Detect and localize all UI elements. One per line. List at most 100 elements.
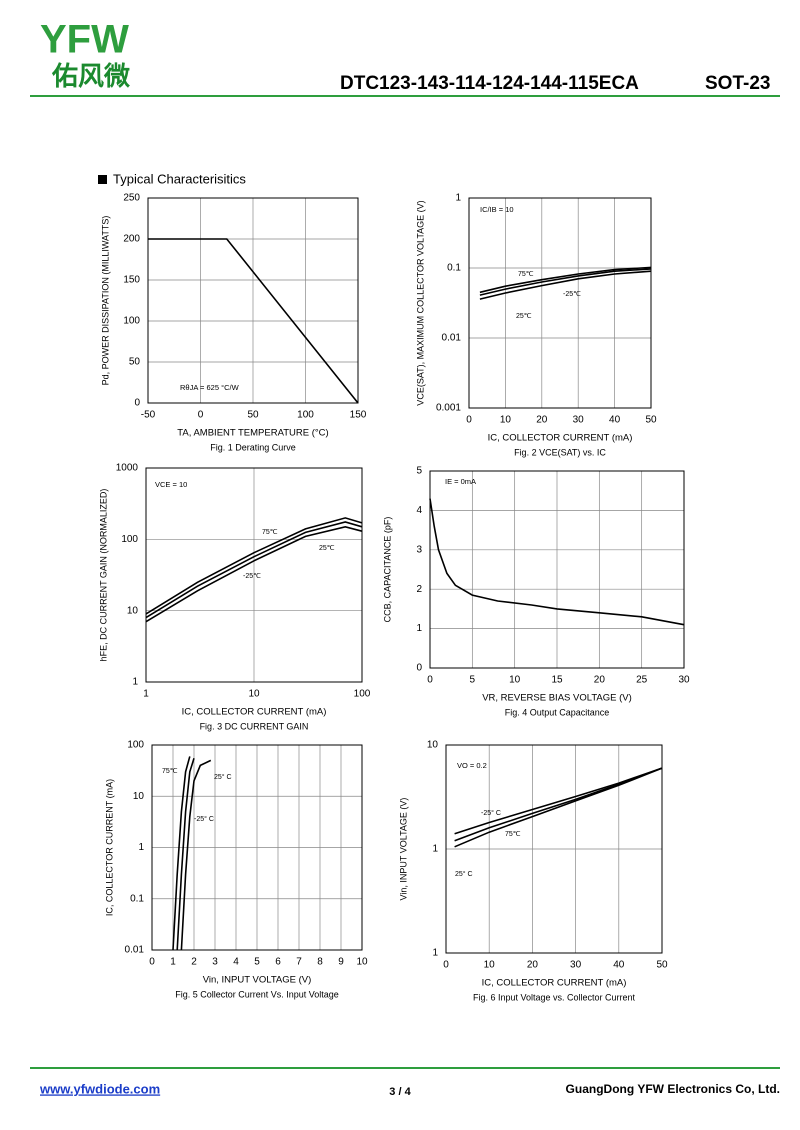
curve-label: 25℃ (516, 313, 532, 320)
curve-label: 25℃ (319, 545, 335, 552)
y-tick-label: 0 (134, 398, 140, 409)
curve (454, 767, 663, 848)
x-tick-label: 10 (248, 689, 260, 700)
y-tick-label: 250 (123, 193, 140, 204)
y-axis-label: CCB, CAPACITANCE (pF) (382, 517, 392, 623)
x-tick-label: 10 (484, 960, 496, 971)
x-tick-label: 0 (149, 957, 155, 968)
x-tick-label: 50 (645, 415, 657, 426)
y-tick-label: 100 (121, 534, 138, 545)
y-axis-label: Vin, INPUT VOLTAGE (V) (398, 798, 408, 901)
curve-label: 75℃ (505, 831, 521, 838)
x-tick-label: 40 (609, 415, 621, 426)
x-tick-label: 5 (254, 957, 260, 968)
x-tick-label: 25 (636, 675, 648, 686)
y-tick-label: 100 (127, 740, 144, 751)
y-axis-label: VCE(SAT), MAXIMUM COLLECTOR VOLTAGE (V) (415, 200, 425, 405)
x-tick-label: 10 (500, 415, 512, 426)
y-tick-label: 2 (416, 584, 422, 595)
x-tick-label: 100 (354, 689, 371, 700)
x-tick-label: 10 (356, 957, 368, 968)
annotation: VO = 0.2 (457, 761, 487, 770)
y-tick-label: 150 (123, 275, 140, 286)
x-tick-label: 2 (191, 957, 197, 968)
x-tick-label: 7 (296, 957, 302, 968)
y-tick-label: 10 (427, 740, 439, 751)
bullet (98, 175, 107, 184)
logo: YFW (40, 18, 129, 62)
curve-label: -25℃ (563, 291, 581, 298)
y-tick-label: 5 (416, 466, 422, 477)
y-tick-label: 10 (127, 605, 139, 616)
figure-caption: Fig. 5 Collector Current Vs. Input Volta… (175, 989, 339, 999)
curve-label: 75℃ (262, 529, 278, 536)
figure-caption: Fig. 6 Input Voltage vs. Collector Curre… (473, 992, 636, 1002)
annotation: VCE = 10 (155, 480, 187, 489)
y-tick-label: 1 (432, 844, 438, 855)
plot-frame (145, 467, 363, 683)
curve (176, 758, 195, 951)
curve (145, 521, 363, 619)
figure-caption: Fig. 4 Output Capacitance (505, 707, 610, 717)
curve (148, 238, 359, 404)
y-tick-label: 1000 (116, 463, 139, 474)
curve-label: 25° C (214, 773, 232, 781)
x-axis-label: TA, AMBIENT TEMPERATURE (°C) (177, 428, 328, 439)
y-tick-label: 1 (432, 948, 438, 959)
x-tick-label: 20 (594, 675, 606, 686)
x-tick-label: 50 (656, 960, 668, 971)
y-tick-label: 10 (133, 791, 145, 802)
curve-label: 75℃ (518, 271, 534, 278)
y-tick-label: 200 (123, 234, 140, 245)
plot-frame (147, 197, 359, 404)
x-tick-label: 150 (350, 410, 367, 421)
x-axis-label: IC, COLLECTOR CURRENT (mA) (482, 978, 627, 989)
x-axis-label: IC, COLLECTOR CURRENT (mA) (488, 433, 633, 444)
package: SOT-23 (705, 73, 770, 94)
x-tick-label: 5 (470, 675, 476, 686)
plot-frame (445, 744, 663, 954)
x-axis-label: VR, REVERSE BIAS VOLTAGE (V) (482, 693, 632, 704)
logo-cn: 佑风微 (51, 61, 130, 91)
x-tick-label: 20 (536, 415, 548, 426)
y-tick-label: 0.01 (442, 333, 462, 344)
x-tick-label: 1 (143, 689, 149, 700)
y-tick-label: 1 (138, 842, 144, 853)
curve (454, 767, 663, 842)
y-tick-label: 0.001 (436, 403, 461, 414)
figure-caption: Fig. 1 Derating Curve (210, 442, 296, 452)
y-tick-label: 0.1 (447, 263, 461, 274)
x-tick-label: 4 (233, 957, 239, 968)
y-tick-label: 0.01 (125, 945, 145, 956)
x-axis-label: Vin, INPUT VOLTAGE (V) (203, 975, 312, 986)
x-tick-label: 50 (247, 410, 259, 421)
x-tick-label: 9 (338, 957, 344, 968)
section-title: Typical Characterisitics (113, 171, 246, 186)
page-number: 3 / 4 (389, 1086, 411, 1098)
x-tick-label: 0 (198, 410, 204, 421)
figure-caption: Fig. 3 DC CURRENT GAIN (200, 721, 309, 731)
curve (180, 759, 212, 951)
x-tick-label: -50 (141, 410, 156, 421)
x-tick-label: 1 (170, 957, 176, 968)
curve (479, 270, 652, 300)
website[interactable]: www.yfwdiode.com (39, 1081, 160, 1096)
curve (172, 756, 191, 951)
x-tick-label: 30 (678, 675, 690, 686)
y-axis-label: Pd, POWER DISSIPATION (MILLIWATTS) (100, 216, 110, 386)
curve (454, 767, 663, 835)
x-tick-label: 0 (443, 960, 449, 971)
curve-label: -25℃ (243, 573, 261, 580)
y-tick-label: 0.1 (130, 893, 144, 904)
x-tick-label: 3 (212, 957, 218, 968)
curve (145, 525, 363, 623)
y-tick-label: 1 (455, 193, 461, 204)
plot-frame (151, 744, 363, 951)
x-tick-label: 100 (297, 410, 314, 421)
y-axis-label: IC, COLLECTOR CURRENT (mA) (104, 779, 114, 916)
x-tick-label: 40 (613, 960, 625, 971)
figure-caption: Fig. 2 VCE(SAT) vs. IC (514, 447, 606, 457)
y-tick-label: 100 (123, 316, 140, 327)
x-tick-label: 0 (427, 675, 433, 686)
